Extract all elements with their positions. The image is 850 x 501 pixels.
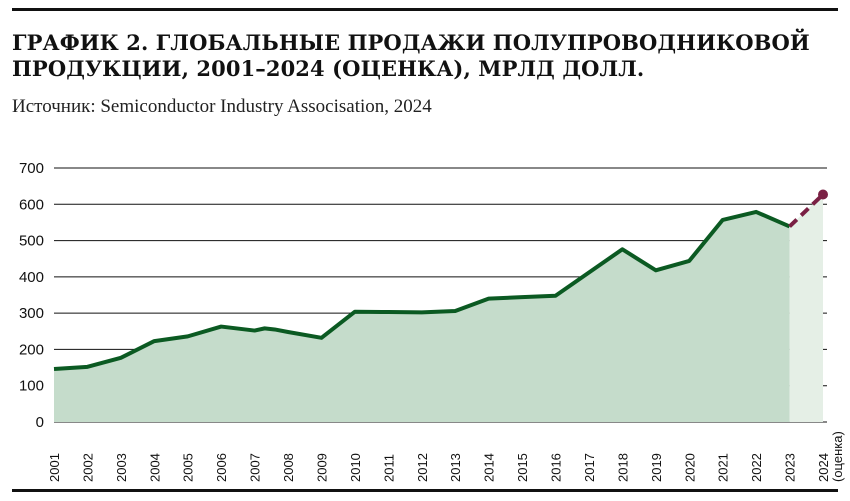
y-tick-label: 400	[19, 269, 44, 286]
forecast-line	[788, 193, 825, 228]
chart-title: ГРАФИК 2. ГЛОБАЛЬНЫЕ ПРОДАЖИ ПОЛУПРОВОДН…	[12, 30, 810, 81]
x-axis-ticks: 2001 2002 2003 2004 2005 2006 2007 2008 2009 2010…	[47, 431, 845, 482]
x-tick-label: 2009	[314, 453, 329, 482]
x-tick-label: 2021	[716, 453, 731, 482]
x-tick-label: 2016	[549, 453, 564, 482]
y-tick-label: 700	[19, 160, 44, 177]
x-tick-label: 2002	[80, 453, 95, 482]
x-tick-label: 2023	[783, 453, 798, 482]
forecast-point	[818, 189, 828, 200]
y-tick-label: 200	[19, 341, 44, 358]
forecast-area	[789, 194, 823, 422]
y-tick-label: 100	[19, 378, 44, 395]
x-tick-label: 2018	[615, 453, 630, 482]
x-tick-label: 2001	[47, 453, 62, 482]
chart-subtitle: Источник: Semiconductor Industry Associs…	[12, 96, 432, 117]
data-lines	[53, 189, 828, 372]
x-tick-label: 2020	[682, 453, 697, 482]
x-tick-label: 2015	[515, 453, 530, 482]
x-tick-label: 2019	[649, 453, 664, 482]
bottom-rule	[12, 489, 838, 492]
top-rule	[12, 8, 838, 11]
x-tick-label: 2004	[147, 453, 162, 482]
x-tick-label: 2003	[114, 453, 129, 482]
x-tick-label: 2008	[281, 453, 296, 482]
x-tick-label: 2017	[582, 453, 597, 482]
y-tick-label: 500	[19, 233, 44, 250]
x-tick-label: 2014	[482, 453, 497, 482]
y-tick-label: 600	[19, 196, 44, 213]
y-tick-label: 300	[19, 305, 44, 322]
y-axis-ticks: 0 100 200 300 400 500 600 700	[19, 160, 44, 431]
x-tick-label: 2011	[381, 454, 396, 482]
x-tick-label: 2010	[348, 453, 363, 482]
x-tick-label: 2007	[248, 453, 263, 482]
x-tick-label: 2013	[448, 453, 463, 482]
x-tick-label: 2006	[214, 453, 229, 482]
history-area	[54, 211, 790, 422]
data-areas	[54, 194, 823, 422]
x-tick-label: 2005	[181, 453, 196, 482]
series-line	[53, 209, 791, 372]
x-tick-label: 2012	[415, 453, 430, 482]
x-tick-label: 2022	[749, 453, 764, 482]
x-tick-label: 2024	[816, 453, 831, 482]
x-tick-label-note: (оценка)	[830, 431, 845, 482]
y-tick-label: 0	[36, 414, 44, 431]
